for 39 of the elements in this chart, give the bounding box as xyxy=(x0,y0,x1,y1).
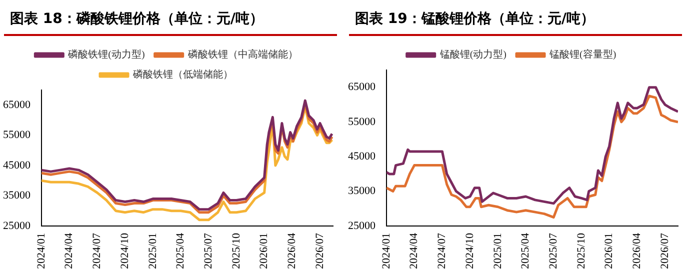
x-tick-label: 2024/07 xyxy=(436,232,448,270)
y-tick-label: 45000 xyxy=(3,159,31,172)
chart-title: 图表 18：磷酸铁锂价格（单位：元/吨） xyxy=(4,0,337,36)
x-tick-label: 2024/01 xyxy=(35,232,48,270)
x-tick-label: 2024/04 xyxy=(408,232,420,270)
x-tick-label: 2024/01 xyxy=(380,232,392,270)
y-tick-label: 25000 xyxy=(3,220,31,232)
legend-label: 锰酸锂(动力型) xyxy=(438,48,507,61)
x-tick-label: 2026/07 xyxy=(658,232,671,270)
x-tick-label: 2025/01 xyxy=(492,232,504,270)
x-tick-label: 2024/07 xyxy=(91,232,104,270)
x-tick-label: 2024/10 xyxy=(464,232,476,270)
x-tick-label: 2025/10 xyxy=(230,232,242,270)
y-tick-label: 55000 xyxy=(3,129,31,142)
legend-label: 磷酸铁锂(动力型) xyxy=(67,48,145,61)
y-tick-label: 55000 xyxy=(348,116,376,128)
x-tick-label: 2026/07 xyxy=(314,232,326,270)
legend-label: 磷酸铁锂（中高端储能） xyxy=(186,48,298,61)
x-tick-label: 2025/01 xyxy=(146,232,159,270)
y-tick-label: 35000 xyxy=(348,185,376,198)
y-tick-label: 25000 xyxy=(348,220,376,232)
chart-title: 图表 19：锰酸锂价格（单位：元/吨） xyxy=(349,0,682,36)
y-tick-label: 65000 xyxy=(3,98,31,111)
legend-label: 磷酸铁锂（低端储能） xyxy=(132,68,233,81)
x-tick-label: 2026/01 xyxy=(603,232,616,270)
x-tick-label: 2025/04 xyxy=(174,232,187,270)
x-tick-label: 2024/10 xyxy=(118,232,131,270)
y-tick-label: 35000 xyxy=(3,190,31,202)
x-tick-label: 2025/04 xyxy=(520,232,532,270)
legend-label: 锰酸锂(容量型) xyxy=(548,48,616,61)
x-tick-label: 2025/10 xyxy=(575,232,588,270)
x-tick-label: 2026/04 xyxy=(631,232,644,270)
x-tick-label: 2026/04 xyxy=(286,232,298,270)
x-tick-label: 2024/04 xyxy=(63,232,76,270)
y-tick-label: 65000 xyxy=(348,81,376,94)
x-tick-label: 2026/01 xyxy=(258,232,270,270)
y-tick-label: 45000 xyxy=(348,150,376,163)
x-tick-label: 2025/07 xyxy=(202,232,214,270)
x-tick-label: 2025/07 xyxy=(547,232,560,270)
